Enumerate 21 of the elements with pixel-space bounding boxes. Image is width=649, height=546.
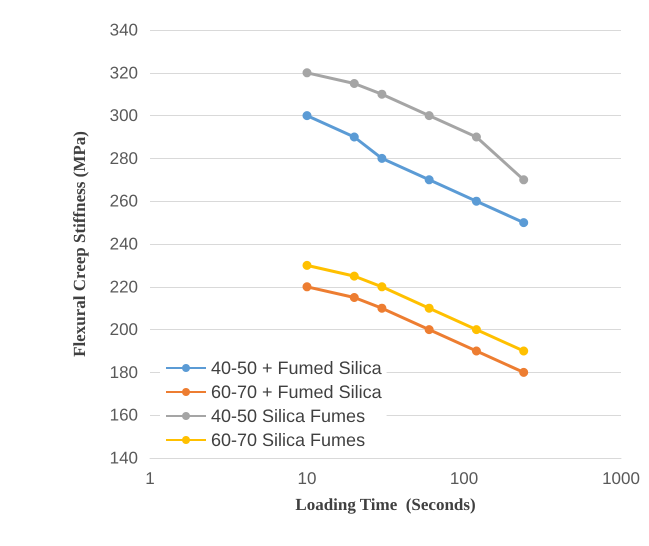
y-tick-label: 320: [110, 63, 138, 82]
x-axis-title: Loading Time (Seconds): [295, 495, 476, 514]
legend-label: 60-70 + Fumed Silica: [211, 382, 383, 402]
y-tick-label: 340: [110, 20, 138, 40]
y-tick-label: 280: [110, 148, 138, 168]
y-tick-label: 160: [110, 406, 138, 425]
y-tick-label: 140: [110, 448, 138, 468]
y-tick-label: 180: [110, 362, 138, 382]
y-tick-label: 200: [110, 320, 138, 340]
legend-label: 40-50 + Fumed Silica: [211, 358, 383, 378]
legend-label: 40-50 Silica Fumes: [211, 406, 366, 426]
y-axis-title: Flexural Creep Stiffness (MPa): [70, 131, 89, 357]
x-tick-label: 1: [145, 469, 155, 488]
x-tick-label: 10: [298, 469, 316, 488]
y-tick-label: 240: [110, 234, 138, 254]
legend-label: 60-70 Silica Fumes: [211, 430, 366, 450]
y-tick-label: 260: [110, 192, 138, 211]
x-tick-label: 100: [450, 469, 478, 488]
y-tick-label: 220: [110, 277, 138, 296]
x-tick-label: 1000: [602, 469, 640, 488]
y-tick-label: 300: [110, 106, 138, 126]
